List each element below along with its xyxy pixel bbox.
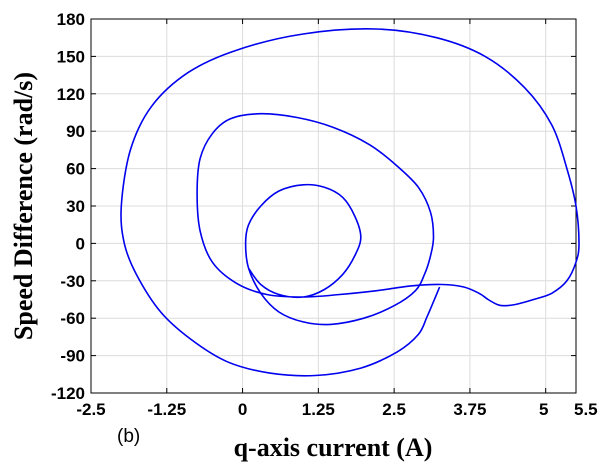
grid-lines xyxy=(90,18,577,394)
x-tick-labels: -2.5 -1.25 0 1.25 2.5 3.75 5 5.5 xyxy=(76,400,597,419)
y-tick-label: 30 xyxy=(66,197,85,216)
y-tick-label: -30 xyxy=(60,272,85,291)
y-tick-label: 0 xyxy=(76,234,85,253)
x-tick-label: 3.75 xyxy=(453,400,486,419)
panel-label: (b) xyxy=(117,426,140,447)
x-tick-label: 0 xyxy=(238,400,247,419)
x-tick-label: 5 xyxy=(539,400,548,419)
y-tick-label: -60 xyxy=(60,309,85,328)
y-tick-label: 60 xyxy=(66,160,85,179)
x-tick-label: -2.5 xyxy=(76,400,105,419)
x-axis-label: q-axis current (A) xyxy=(234,433,433,462)
y-tick-label: 180 xyxy=(57,10,85,29)
y-tick-label: 120 xyxy=(57,85,85,104)
y-tick-labels: -120 -90 -60 -30 0 30 60 90 120 150 180 xyxy=(51,10,85,403)
x-tick-label: 1.25 xyxy=(302,400,335,419)
y-tick-label: 150 xyxy=(57,47,85,66)
series-line xyxy=(120,28,580,377)
axis-ticks xyxy=(90,18,577,394)
x-tick-label: -1.25 xyxy=(147,400,186,419)
y-tick-label: -90 xyxy=(60,347,85,366)
x-tick-label: 2.5 xyxy=(382,400,406,419)
y-axis-label: Speed Difference (rad/s) xyxy=(9,72,38,340)
y-tick-label: 90 xyxy=(66,122,85,141)
x-tick-label: 5.5 xyxy=(574,400,598,419)
y-tick-label: -120 xyxy=(51,384,85,403)
